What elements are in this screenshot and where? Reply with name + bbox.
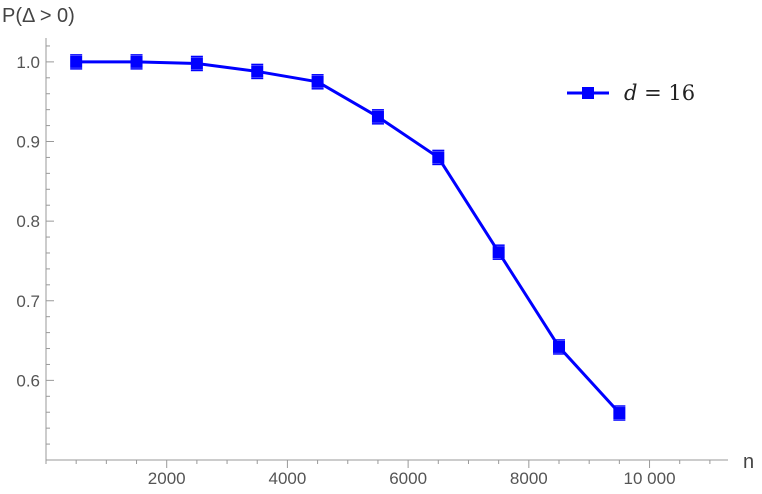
y-axis-title: P(Δ > 0): [2, 5, 75, 27]
data-point-marker: [311, 75, 324, 88]
ticks: [45, 45, 711, 468]
x-tick-label: 10 000: [624, 469, 676, 488]
y-tick-label: 0.7: [16, 292, 40, 311]
data-point-marker: [553, 340, 566, 353]
legend-marker: [582, 87, 594, 99]
data-point-marker: [251, 65, 264, 78]
x-axis-title: n: [743, 451, 754, 473]
series-line: [76, 60, 621, 415]
x-tick-label: 8000: [510, 469, 548, 488]
axes: [45, 38, 728, 461]
legend-label-var: d: [624, 81, 637, 105]
x-tick-label: 4000: [269, 469, 307, 488]
x-tick-label: 2000: [148, 469, 186, 488]
data-point-marker: [130, 55, 143, 68]
x-tick-label: 6000: [389, 469, 427, 488]
y-tick-label: 0.9: [16, 133, 40, 152]
data-point-marker: [371, 110, 384, 123]
data-point-marker: [190, 57, 203, 70]
y-tick-label: 0.8: [16, 212, 40, 231]
legend-label: d = 16: [624, 81, 695, 105]
tick-labels: 2000 4000 6000 8000 10 000 0.6 0.7 0.8 0.9 1.0: [16, 53, 675, 488]
series-layer: [70, 54, 626, 421]
legend: d = 16: [567, 81, 695, 105]
data-point-marker: [70, 55, 83, 68]
data-point-marker: [613, 407, 626, 420]
data-point-marker: [492, 246, 505, 259]
y-tick-label: 0.6: [16, 371, 40, 390]
y-tick-label: 1.0: [16, 53, 40, 72]
legend-label-rest: = 16: [637, 81, 695, 105]
data-point-marker: [432, 151, 445, 164]
